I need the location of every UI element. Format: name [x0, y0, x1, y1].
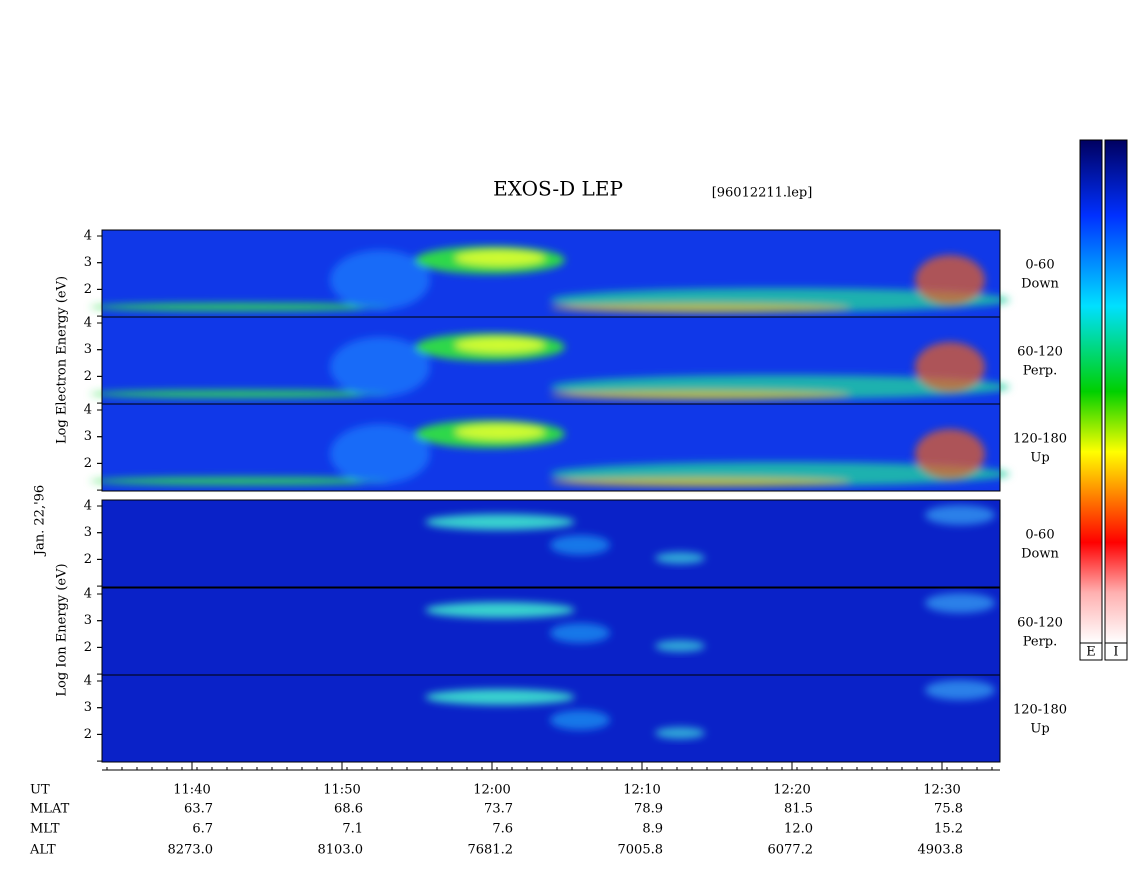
pitch-range: 60-120	[1017, 345, 1063, 360]
y-tick-label: 2	[84, 282, 92, 297]
orbit-row-name: MLAT	[30, 802, 70, 817]
pitch-direction: Perp.	[1023, 635, 1058, 650]
panel-frame	[101, 499, 1001, 588]
pitch-range: 0-60	[1025, 528, 1054, 543]
title: EXOS-D LEP	[493, 177, 623, 201]
y-tick-label: 4	[84, 674, 92, 689]
orbit-value: 8273.0	[168, 843, 214, 858]
y-tick-label: 4	[84, 316, 92, 331]
y-axis-label: Log Ion Energy (eV)	[55, 563, 70, 696]
pitch-range: 120-180	[1013, 703, 1067, 718]
date-label: Jan. 22,'96	[33, 485, 48, 557]
colorbar	[1079, 139, 1103, 644]
orbit-value: 78.9	[634, 802, 663, 817]
spectrogram-features	[425, 680, 995, 739]
spectrogram-features	[90, 420, 1010, 487]
colorbar-label: E	[1086, 645, 1096, 660]
orbit-value: 81.5	[784, 802, 813, 817]
colorbar-label: I	[1113, 645, 1118, 660]
orbit-value: 12:10	[623, 783, 660, 798]
pitch-range: 0-60	[1025, 258, 1054, 273]
y-tick-label: 2	[84, 552, 92, 567]
colorbar	[1104, 139, 1128, 644]
orbit-value: 7.1	[342, 822, 363, 837]
y-tick-label: 2	[84, 727, 92, 742]
orbit-value: 8.9	[642, 822, 663, 837]
y-tick-label: 2	[84, 369, 92, 384]
colorbar-box	[1104, 642, 1128, 661]
pitch-range: 60-120	[1017, 616, 1063, 631]
orbit-value: 8103.0	[318, 843, 364, 858]
panel-frame	[101, 403, 1001, 492]
orbit-value: 6.7	[192, 822, 213, 837]
y-tick-label: 3	[84, 429, 92, 444]
orbit-value: 75.8	[934, 802, 963, 817]
y-tick-label: 3	[84, 700, 92, 715]
y-tick-label: 4	[84, 403, 92, 418]
y-tick-label: 3	[84, 255, 92, 270]
orbit-value: 12:00	[473, 783, 510, 798]
pitch-direction: Up	[1030, 722, 1049, 737]
orbit-value: 7.6	[492, 822, 513, 837]
y-tick-label: 4	[84, 499, 92, 514]
y-axis-label: Log Electron Energy (eV)	[55, 276, 70, 444]
spectrogram-features	[90, 333, 1010, 400]
pitch-direction: Perp.	[1023, 364, 1058, 379]
pitch-direction: Down	[1021, 277, 1059, 292]
orbit-value: 4903.8	[918, 843, 964, 858]
orbit-value: 6077.2	[768, 843, 814, 858]
y-tick-label: 4	[84, 587, 92, 602]
y-tick-label: 2	[84, 456, 92, 471]
spectrogram-features	[90, 246, 1010, 313]
orbit-value: 63.7	[184, 802, 213, 817]
y-tick-label: 3	[84, 342, 92, 357]
spectrogram-features	[425, 505, 995, 564]
orbit-value: 73.7	[484, 802, 513, 817]
orbit-value: 12.0	[784, 822, 813, 837]
y-tick-label: 3	[84, 525, 92, 540]
orbit-value: 68.6	[334, 802, 363, 817]
orbit-value: 15.2	[934, 822, 963, 837]
orbit-row-name: ALT	[29, 843, 56, 858]
orbit-value: 12:30	[923, 783, 960, 798]
orbit-row-name: MLT	[30, 822, 60, 837]
orbit-value: 7681.2	[468, 843, 514, 858]
colorbar-box	[1079, 642, 1103, 661]
pitch-direction: Up	[1030, 451, 1049, 466]
orbit-value: 11:40	[173, 783, 210, 798]
spectrogram-features	[425, 593, 995, 652]
orbit-value: 12:20	[773, 783, 810, 798]
orbit-value: 7005.8	[618, 843, 664, 858]
y-tick-label: 4	[84, 229, 92, 244]
file-name: [96012211.lep]	[712, 186, 813, 201]
orbit-row-name: UT	[30, 783, 50, 798]
panel-frame	[101, 674, 1001, 763]
y-tick-label: 3	[84, 613, 92, 628]
y-tick-label: 2	[84, 640, 92, 655]
pitch-direction: Down	[1021, 547, 1059, 562]
orbit-value: 11:50	[323, 783, 360, 798]
pitch-range: 120-180	[1013, 432, 1067, 447]
